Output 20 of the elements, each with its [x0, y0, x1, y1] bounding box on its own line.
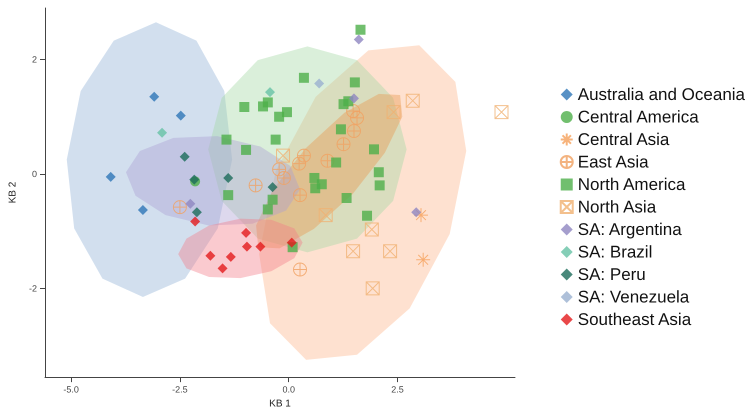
x-tick-label: -2.5 [172, 384, 188, 395]
legend-label: East Asia [578, 152, 650, 172]
legend-label: Southeast Asia [578, 310, 692, 329]
x-tick-label: -5.0 [63, 384, 79, 395]
y-tick-label: 0 [32, 168, 37, 179]
legend-label: SA: Venezuela [578, 288, 690, 306]
x-tick-label: 2.5 [391, 384, 404, 395]
legend-label: SA: Argentina [578, 220, 682, 239]
legend-label: North Asia [578, 198, 657, 216]
legend-label: Australia and Oceania [578, 85, 746, 104]
x-axis-title: KB 1 [269, 398, 292, 410]
legend-label: SA: Brazil [578, 242, 652, 262]
y-tick-label: -2 [28, 283, 37, 294]
y-tick-label: 2 [32, 54, 37, 64]
legend-label: Central America [578, 108, 700, 126]
legend-label: Central Asia [578, 130, 670, 149]
x-tick-label: 0.0 [282, 384, 295, 395]
legend-label: North America [578, 175, 686, 194]
legend-label: SA: Peru [578, 265, 646, 284]
y-axis-title: KB 2 [8, 181, 19, 204]
